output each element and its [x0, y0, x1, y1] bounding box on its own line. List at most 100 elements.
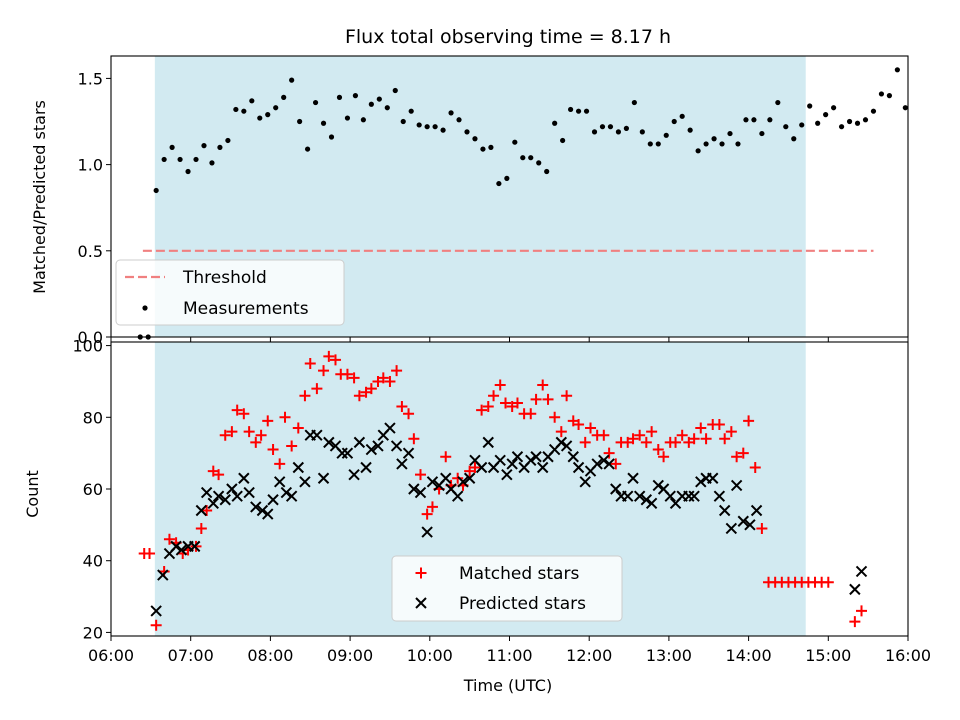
- matched-star-point: [396, 401, 408, 413]
- matched-star-point: [201, 505, 213, 517]
- predicted-star-point: [855, 565, 868, 578]
- predicted-star-point: [267, 494, 279, 506]
- matched-star-point: [688, 433, 700, 445]
- matched-star-point: [377, 372, 389, 384]
- matched-star-point: [231, 404, 243, 416]
- matched-star-point: [195, 522, 207, 534]
- predicted-star-point: [250, 501, 262, 513]
- predicted-star-point: [226, 483, 238, 495]
- predicted-star-point: [402, 447, 415, 459]
- measurement-point: [862, 117, 869, 123]
- measurement-point: [591, 129, 598, 135]
- measurement-point: [799, 122, 805, 128]
- predicted-star-point: [645, 497, 658, 510]
- chart-title: Flux total observing time = 8.17 h: [345, 26, 671, 48]
- predicted-star-point: [262, 508, 274, 520]
- y-tick-label: 0.5: [78, 242, 103, 261]
- measurement-point: [177, 156, 183, 163]
- measurement-point: [615, 129, 622, 135]
- matched-star-point: [731, 451, 743, 463]
- measurement-point: [623, 125, 629, 132]
- predicted-star-point: [627, 472, 639, 484]
- x-tick-label: 06:00: [88, 646, 134, 665]
- measurement-point: [894, 67, 900, 73]
- measurement-point: [297, 118, 303, 125]
- matched-star-point: [713, 418, 725, 430]
- measurement-point: [575, 108, 582, 114]
- measurement-point: [878, 91, 885, 97]
- measurement-point: [886, 93, 893, 99]
- measurement-point: [504, 175, 510, 181]
- predicted-star-point: [311, 429, 323, 441]
- matched-star-point: [150, 619, 162, 631]
- measurement-point: [639, 129, 645, 135]
- measurement-point: [838, 124, 845, 130]
- legend-matched-swatch: [415, 567, 427, 579]
- measurement-point: [161, 156, 167, 163]
- predicted-star-point: [292, 461, 305, 474]
- matched-star-point: [500, 397, 512, 409]
- predicted-star-point: [219, 494, 231, 506]
- matched-star-point: [640, 436, 652, 448]
- matched-star-point: [634, 429, 646, 441]
- matched-star-point: [488, 390, 500, 402]
- matched-star-point: [530, 393, 542, 405]
- measurement-point: [655, 141, 661, 147]
- measurement-point: [687, 127, 693, 133]
- measurement-point: [775, 99, 781, 106]
- predicted-star-point: [457, 476, 469, 488]
- bottom-axes: 20 40 60 80 100 06:00 07:00 08:00 09:00 10:00 11:0…: [72, 337, 931, 665]
- measurement-point: [360, 117, 366, 123]
- matched-star-point: [542, 393, 554, 405]
- predicted-star-point: [365, 443, 378, 456]
- measurement-point: [281, 94, 287, 100]
- predicted-star-point: [725, 522, 738, 535]
- matched-star-point: [849, 616, 861, 628]
- measurement-point: [488, 144, 494, 150]
- matched-star-point: [365, 383, 377, 395]
- measurement-point: [870, 108, 877, 114]
- legend-measurements-swatch: [142, 305, 148, 311]
- measurement-point: [201, 143, 207, 149]
- measurement-point: [400, 118, 406, 125]
- measurement-point: [217, 144, 223, 150]
- legend-predicted-label: Predicted stars: [459, 594, 586, 614]
- measurement-point: [344, 115, 351, 121]
- predicted-star-point: [713, 490, 726, 502]
- predicted-star-point: [463, 472, 476, 484]
- predicted-star-point: [175, 544, 188, 556]
- predicted-star-point: [256, 504, 269, 517]
- bottom-y-axis-label: Count: [23, 470, 42, 518]
- measurement-point: [759, 130, 765, 137]
- matched-star-point: [561, 390, 573, 402]
- predicted-star-point: [579, 476, 591, 488]
- measurement-point: [368, 101, 374, 107]
- predicted-star-point: [482, 436, 494, 449]
- measurement-point: [815, 120, 821, 126]
- measurement-point: [416, 122, 422, 128]
- measurement-point: [854, 120, 861, 126]
- matched-star-point: [549, 411, 561, 423]
- y-tick-label: 0.0: [78, 328, 103, 347]
- matched-star-point: [719, 433, 731, 445]
- predicted-star-point: [170, 540, 182, 553]
- predicted-star-point: [207, 497, 219, 510]
- measurement-point: [902, 105, 908, 111]
- predicted-star-point: [591, 458, 603, 470]
- predicted-star-point: [384, 422, 396, 434]
- measurement-point: [304, 146, 311, 152]
- measurement-point: [544, 168, 550, 175]
- predicted-star-point: [640, 494, 653, 506]
- predicted-star-point: [414, 486, 427, 499]
- x-tick-label: 08:00: [247, 646, 293, 665]
- x-tick-label: 13:00: [646, 646, 692, 665]
- matched-star-point: [494, 379, 506, 391]
- predicted-star-point: [849, 583, 861, 596]
- predicted-star-point: [567, 451, 579, 463]
- predicted-star-point: [664, 490, 676, 502]
- predicted-star-point: [360, 461, 372, 474]
- measurement-point: [320, 120, 327, 126]
- predicted-star-point: [212, 490, 225, 502]
- measurement-point: [289, 77, 295, 83]
